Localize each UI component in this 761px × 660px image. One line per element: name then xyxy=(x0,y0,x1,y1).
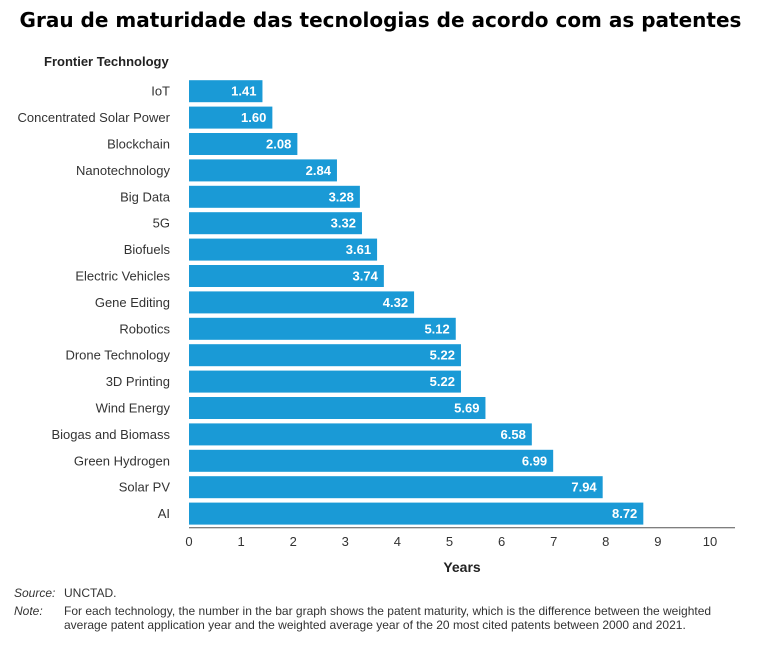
bar xyxy=(189,476,603,499)
bar xyxy=(189,238,378,261)
data-label: 6.58 xyxy=(501,427,526,442)
x-tick-label: 10 xyxy=(703,534,717,549)
bar xyxy=(189,265,384,287)
x-tick-label: 4 xyxy=(394,534,401,549)
data-label: 2.84 xyxy=(306,163,332,178)
x-axis-title: Years xyxy=(443,559,481,575)
bar xyxy=(189,106,273,129)
category-label: Big Data xyxy=(120,189,171,204)
data-label: 3.32 xyxy=(331,216,356,231)
data-label: 2.08 xyxy=(266,137,291,152)
chart-title: Grau de maturidade das tecnologias de ac… xyxy=(19,8,742,32)
category-label: Nanotechnology xyxy=(76,163,170,178)
category-axis-title: Frontier Technology xyxy=(44,54,169,69)
category-label: IoT xyxy=(151,84,170,99)
data-label: 5.12 xyxy=(424,321,449,336)
x-tick-label: 6 xyxy=(498,534,505,549)
category-label: Electric Vehicles xyxy=(75,269,170,284)
data-label: 3.61 xyxy=(346,242,371,257)
category-label: Drone Technology xyxy=(65,348,170,363)
bar xyxy=(189,370,461,393)
data-label: 5.22 xyxy=(430,374,455,389)
bar xyxy=(189,291,415,314)
category-label: Wind Energy xyxy=(96,401,171,416)
x-tick-label: 2 xyxy=(290,534,297,549)
category-label: Concentrated Solar Power xyxy=(18,110,171,125)
data-label: 1.60 xyxy=(241,110,266,125)
category-label: Biogas and Biomass xyxy=(51,427,170,442)
bar xyxy=(189,133,298,155)
bar xyxy=(189,423,532,446)
x-tick-label: 5 xyxy=(446,534,453,549)
category-label: Solar PV xyxy=(119,480,171,495)
source-label: Source: xyxy=(14,586,56,600)
category-label: Robotics xyxy=(119,321,170,336)
note-label: Note: xyxy=(14,604,43,618)
source-text: UNCTAD. xyxy=(64,586,117,600)
x-tick-label: 9 xyxy=(654,534,661,549)
category-label: Gene Editing xyxy=(95,295,170,310)
category-label: Blockchain xyxy=(107,137,170,152)
bar xyxy=(189,344,461,367)
data-label: 4.32 xyxy=(383,295,408,310)
data-label: 1.41 xyxy=(231,84,256,99)
bar xyxy=(189,397,486,419)
data-label: 3.74 xyxy=(353,269,379,284)
x-tick-label: 1 xyxy=(237,534,244,549)
bar-chart: Frontier Technology IoT 1.41 Concentrated S… xyxy=(18,54,735,575)
x-tick-label: 8 xyxy=(602,534,609,549)
category-label: 3D Printing xyxy=(106,374,170,389)
bar xyxy=(189,502,644,525)
x-tick-label: 3 xyxy=(342,534,349,549)
note-text: For each technology, the number in the b… xyxy=(64,604,712,632)
bar xyxy=(189,317,456,340)
bar xyxy=(189,80,263,103)
data-label: 5.69 xyxy=(454,401,479,416)
data-label: 5.22 xyxy=(430,348,455,363)
category-label: AI xyxy=(158,506,170,521)
x-tick-label: 7 xyxy=(550,534,557,549)
category-label: Biofuels xyxy=(124,242,171,257)
bar xyxy=(189,159,337,182)
x-tick-label: 0 xyxy=(185,534,192,549)
bar xyxy=(189,449,554,472)
source-line: Source: UNCTAD. xyxy=(14,586,744,600)
category-label: Green Hydrogen xyxy=(74,453,170,468)
data-label: 6.99 xyxy=(522,453,547,468)
data-label: 3.28 xyxy=(329,189,354,204)
note-line: Note: For each technology, the number in … xyxy=(14,604,744,632)
category-label: 5G xyxy=(153,216,170,231)
bar xyxy=(189,212,362,235)
data-label: 7.94 xyxy=(571,480,597,495)
data-label: 8.72 xyxy=(612,506,637,521)
bar xyxy=(189,185,360,208)
